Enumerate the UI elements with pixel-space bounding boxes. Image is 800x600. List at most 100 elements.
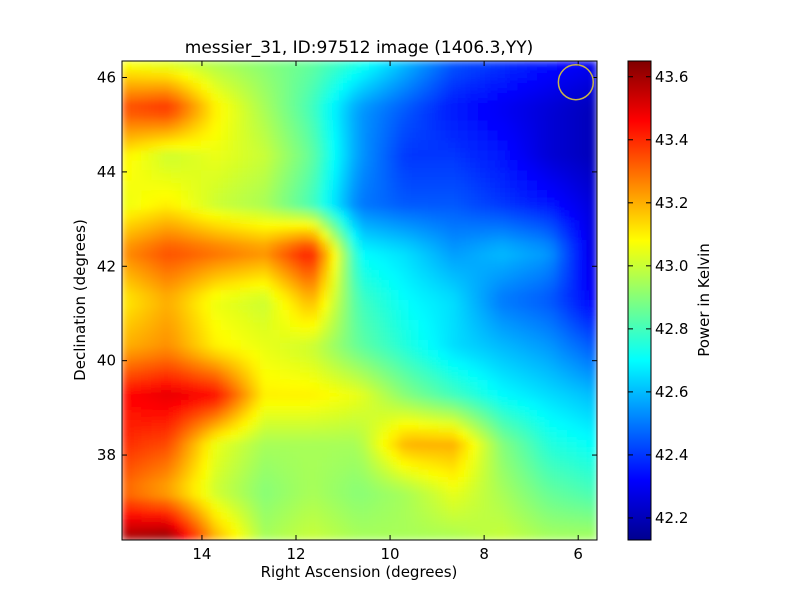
heatmap-cell — [309, 359, 321, 371]
heatmap-cell — [428, 309, 440, 321]
heatmap-cell — [517, 409, 529, 421]
heatmap-cell — [299, 339, 311, 351]
x-axis-label: Right Ascension (degrees) — [261, 563, 458, 581]
heatmap-cell — [477, 190, 489, 202]
heatmap-cell — [537, 120, 549, 132]
heatmap-cell — [339, 459, 351, 471]
heatmap-cell — [586, 349, 597, 361]
heatmap-cell — [122, 90, 133, 102]
heatmap-cell — [131, 290, 143, 301]
heatmap-cell — [180, 260, 192, 272]
heatmap-cell — [418, 90, 430, 102]
heatmap-cell — [586, 200, 597, 212]
heatmap-cell — [576, 300, 588, 311]
heatmap-cell — [556, 230, 568, 242]
heatmap-cell — [230, 150, 242, 162]
heatmap-cell — [200, 160, 212, 172]
heatmap-cell — [586, 469, 597, 481]
heatmap-cell — [487, 280, 499, 292]
heatmap-cell — [566, 130, 578, 142]
heatmap-cell — [556, 80, 568, 92]
heatmap-cell — [141, 100, 153, 112]
heatmap-cell — [576, 499, 588, 511]
heatmap-cell — [349, 399, 360, 411]
heatmap-cell — [388, 70, 400, 82]
heatmap-cell — [180, 479, 192, 491]
heatmap-cell — [151, 309, 163, 321]
heatmap-cell — [151, 349, 163, 361]
heatmap-cell — [200, 110, 212, 122]
heatmap-cell — [497, 509, 509, 521]
heatmap-cell — [220, 150, 232, 162]
heatmap-cell — [260, 309, 271, 321]
heatmap-cell — [349, 190, 360, 202]
heatmap-cell — [131, 479, 143, 491]
heatmap-cell — [240, 290, 252, 301]
heatmap-cell — [556, 130, 568, 142]
heatmap-cell — [200, 419, 212, 431]
heatmap-cell — [190, 240, 202, 252]
x-tick-label: 12 — [286, 545, 305, 563]
heatmap-cell — [269, 349, 281, 361]
heatmap-cell — [477, 319, 489, 331]
heatmap-cell — [448, 180, 459, 192]
heatmap-cell — [457, 110, 469, 122]
heatmap-cell — [457, 190, 469, 202]
heatmap-cell — [329, 280, 341, 292]
heatmap-cell — [507, 280, 519, 292]
heatmap-cell — [547, 399, 558, 411]
heatmap-cell — [428, 409, 440, 421]
heatmap-cell — [527, 140, 539, 152]
heatmap-cell — [349, 429, 360, 441]
heatmap-cell — [309, 220, 321, 232]
heatmap-cell — [556, 270, 568, 282]
heatmap-cell — [556, 379, 568, 391]
heatmap-cell — [378, 429, 390, 441]
heatmap-cell — [131, 190, 143, 202]
heatmap-cell — [329, 339, 341, 351]
heatmap-cell — [527, 479, 539, 491]
heatmap-cell — [339, 150, 351, 162]
colorbar — [627, 60, 652, 541]
heatmap-cell — [131, 140, 143, 152]
heatmap-cell — [240, 509, 252, 521]
heatmap-cell — [527, 240, 539, 252]
heatmap-cell — [299, 230, 311, 242]
heatmap-cell — [289, 529, 301, 540]
heatmap-cell — [566, 210, 578, 222]
heatmap-cell — [467, 389, 479, 401]
heatmap-cell — [378, 469, 390, 481]
heatmap-cell — [200, 260, 212, 272]
heatmap-cell — [329, 100, 341, 112]
heatmap-cell — [398, 280, 410, 292]
heatmap-cell — [388, 479, 400, 491]
heatmap-cell — [319, 379, 331, 391]
heatmap-cell — [477, 230, 489, 242]
heatmap-cell — [299, 180, 311, 192]
heatmap-cell — [289, 309, 301, 321]
heatmap-cell — [497, 240, 509, 252]
heatmap-cell — [527, 80, 539, 92]
heatmap-cell — [388, 409, 400, 421]
heatmap-cell — [240, 499, 252, 511]
heatmap-cell — [161, 339, 172, 351]
heatmap-cell — [368, 240, 380, 252]
heatmap-cell — [329, 260, 341, 272]
heatmap-cell — [467, 280, 479, 292]
heatmap-cell — [309, 349, 321, 361]
heatmap-cell — [388, 519, 400, 531]
heatmap-cell — [240, 489, 252, 501]
heatmap-cell — [408, 170, 420, 182]
heatmap-cell — [497, 250, 509, 262]
heatmap-cell — [428, 200, 440, 212]
heatmap-cell — [438, 429, 450, 441]
heatmap-cell — [398, 170, 410, 182]
heatmap-cell — [448, 80, 459, 92]
heatmap-cell — [309, 399, 321, 411]
heatmap-cell — [448, 130, 459, 142]
heatmap-cell — [260, 270, 271, 282]
heatmap-cell — [517, 150, 529, 162]
heatmap-cell — [527, 260, 539, 272]
heatmap-cell — [161, 190, 172, 202]
heatmap-cell — [190, 180, 202, 192]
